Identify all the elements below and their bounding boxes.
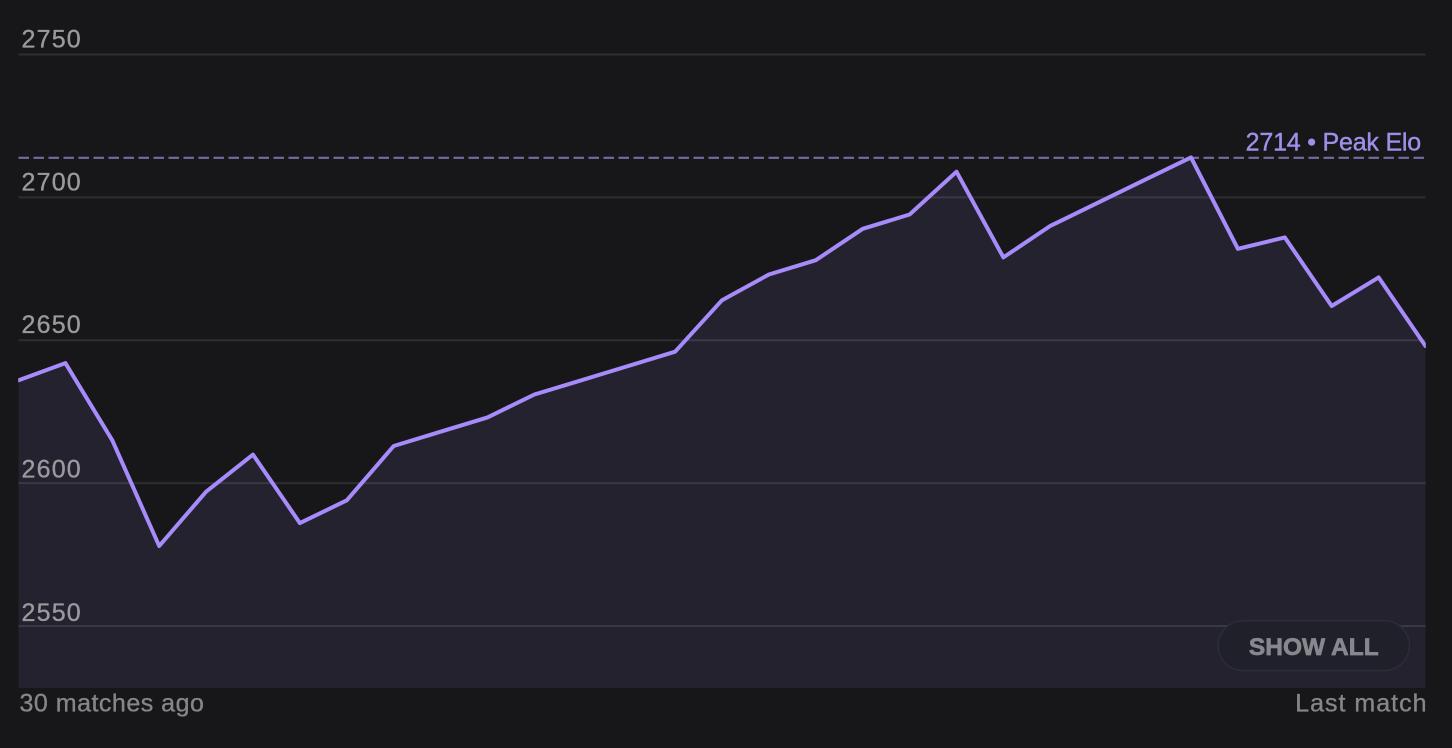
svg-text:SHOW ALL: SHOW ALL — [1249, 634, 1379, 661]
svg-text:2714 • Peak Elo: 2714 • Peak Elo — [1246, 129, 1421, 157]
svg-text:2650: 2650 — [22, 311, 82, 339]
svg-text:2550: 2550 — [22, 599, 82, 627]
svg-text:Last match: Last match — [1295, 690, 1427, 718]
svg-text:2750: 2750 — [22, 26, 82, 54]
svg-text:2600: 2600 — [22, 455, 82, 483]
svg-text:2700: 2700 — [22, 168, 82, 196]
svg-text:30 matches ago: 30 matches ago — [20, 690, 205, 718]
